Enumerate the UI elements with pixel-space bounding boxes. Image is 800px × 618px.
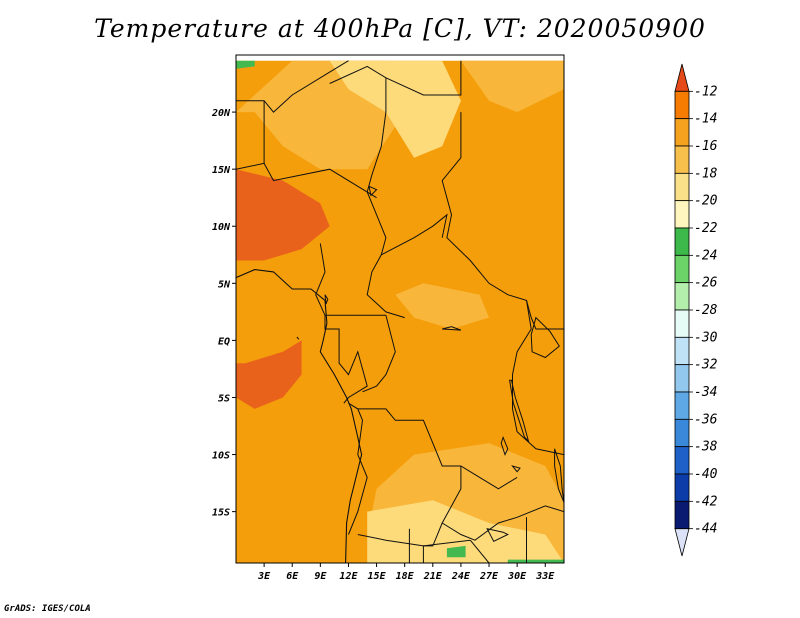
colorbar-label: -44	[694, 522, 717, 537]
x-tick-label: 27E	[479, 571, 499, 582]
temperature-region-4	[395, 283, 489, 329]
lake-outline-1	[509, 379, 530, 443]
colorbar-swatch	[674, 528, 690, 557]
country-border-6	[381, 213, 448, 256]
y-tick-label: 5S	[218, 393, 230, 404]
country-border-10	[512, 300, 564, 456]
x-tick-label: 9E	[314, 571, 327, 582]
coastline-0	[236, 269, 363, 563]
colorbar-label: -22	[694, 221, 718, 236]
x-tick-label: 12E	[339, 571, 358, 582]
axes-layer: 3E 6E 9E 12E 15E 18E 21E 24E 27E 30E 33E 20N 15N 10N 5…	[211, 108, 555, 582]
plot-frame	[235, 54, 565, 564]
colorbar-swatch	[674, 172, 690, 202]
colorbar-label: -20	[694, 194, 718, 209]
colorbar-swatch	[674, 391, 690, 420]
colorbar-label: -12	[694, 84, 718, 99]
colorbar-swatch	[674, 227, 690, 256]
temperature-region-11	[507, 559, 564, 563]
colorbar-label: -24	[694, 248, 717, 263]
x-tick-label: 24E	[451, 571, 471, 582]
temperature-region-7	[236, 169, 330, 261]
y-tick-label: 15N	[212, 165, 231, 176]
colorbar: -12 -14 -16 -18 -20 -22 -24 -26 -28 -30 -32 -34 -36 -…	[674, 63, 718, 557]
colorbar-label: -18	[694, 166, 718, 181]
country-border-8	[324, 315, 368, 404]
x-tick-label: 3E	[257, 571, 271, 582]
y-tick-label: 10N	[212, 222, 231, 233]
colorbar-label: -34	[694, 385, 717, 400]
country-border-2	[263, 163, 377, 199]
country-border-16	[469, 539, 490, 563]
lake-outline-2	[554, 448, 564, 503]
colorbar-label: -38	[694, 440, 718, 455]
temperature-region-8	[236, 340, 302, 409]
colorbar-label: -30	[694, 330, 718, 345]
colorbar-swatch	[674, 254, 690, 284]
colorbar-label: -40	[694, 467, 718, 482]
colorbar-label: -32	[694, 358, 718, 373]
map-line-layer	[236, 60, 564, 563]
country-border-0	[236, 60, 349, 113]
colorbar-swatch	[674, 473, 690, 502]
colorbar-label: -26	[694, 276, 718, 291]
country-border-3	[329, 65, 405, 319]
y-tick-label: 5N	[218, 279, 231, 290]
country-border-13	[441, 466, 564, 541]
x-tick-label: 33E	[535, 571, 555, 582]
colorbar-swatch	[674, 145, 690, 174]
temperature-region-2	[329, 60, 461, 158]
x-tick-label: 18E	[396, 571, 415, 582]
x-tick-label: 30E	[507, 571, 527, 582]
colorbar-swatch	[674, 500, 690, 530]
colorbar-swatch	[674, 90, 690, 120]
x-tick-label: 15E	[368, 571, 387, 582]
colorbar-label: -14	[694, 112, 717, 127]
map-fill-layer	[236, 60, 564, 563]
lake-outline-8	[296, 336, 300, 340]
x-tick-label: 6E	[286, 571, 299, 582]
colorbar-swatch	[674, 282, 690, 311]
colorbar-label: -16	[694, 139, 718, 154]
colorbar-swatch	[674, 63, 690, 92]
lake-outline-7	[324, 294, 329, 305]
colorbar-label: -28	[694, 303, 718, 318]
temperature-region-10	[446, 545, 466, 558]
y-tick-label: 20N	[211, 108, 231, 119]
country-border-5	[441, 112, 564, 330]
lake-outline-3	[500, 435, 509, 456]
lake-outline-0	[530, 316, 560, 359]
colorbar-swatch	[674, 446, 690, 475]
country-border-4	[385, 60, 462, 96]
colorbar-label: -42	[694, 494, 718, 509]
temperature-region-3	[460, 60, 564, 113]
temperature-region-0	[236, 60, 564, 563]
temperature-region-9	[236, 60, 255, 69]
colorbar-swatch	[674, 200, 690, 229]
colorbar-label: -36	[694, 412, 718, 427]
country-border-14	[422, 522, 443, 563]
lake-outline-5	[486, 528, 509, 542]
y-tick-label: EQ	[218, 336, 230, 347]
grads-credit: GrADS: IGES/COLA	[4, 604, 91, 614]
lake-outline-6	[442, 326, 462, 331]
colorbar-swatch	[674, 336, 690, 366]
lake-outline-4	[511, 465, 521, 473]
country-border-9	[362, 315, 396, 393]
colorbar-swatch	[674, 309, 690, 338]
country-border-15	[357, 534, 471, 547]
lake-outline-9	[368, 185, 378, 197]
y-tick-label: 15S	[212, 508, 230, 519]
colorbar-swatch	[674, 418, 690, 448]
colorbar-swatch	[674, 118, 690, 147]
chart-title: Temperature at 400hPa [C], VT: 202005090…	[94, 14, 706, 43]
country-border-12	[357, 408, 518, 490]
temperature-region-6	[367, 500, 564, 563]
colorbar-swatch	[674, 364, 690, 393]
y-tick-label: 10S	[212, 451, 230, 462]
x-tick-label: 21E	[423, 571, 443, 582]
